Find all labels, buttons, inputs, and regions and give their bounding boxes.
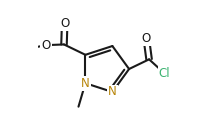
Text: N: N [108,85,117,99]
Text: Cl: Cl [158,67,170,80]
Text: N: N [81,77,90,90]
Text: O: O [42,39,51,52]
Text: O: O [60,17,69,30]
Text: O: O [142,32,151,45]
